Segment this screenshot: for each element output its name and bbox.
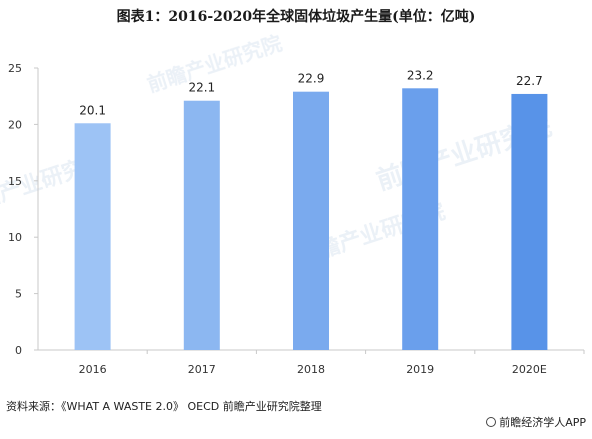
data-label: 22.7 bbox=[516, 74, 543, 88]
app-credit: 前瞻经济学人APP bbox=[486, 414, 586, 430]
source-note: 资料来源：《WHAT A WASTE 2.0》 OECD 前瞻产业研究院整理 bbox=[6, 400, 322, 413]
data-label: 23.2 bbox=[407, 68, 434, 82]
app-credit-label: 前瞻经济学人APP bbox=[499, 416, 586, 429]
bar-2018 bbox=[293, 91, 329, 351]
y-tick-label: 10 bbox=[8, 231, 22, 244]
y-tick-label: 0 bbox=[15, 344, 22, 357]
axes-layer: 0 5 10 15 20 25 bbox=[8, 62, 585, 357]
y-tick-label: 5 bbox=[15, 288, 22, 301]
x-tick-label: 2018 bbox=[297, 363, 325, 376]
data-label: 22.1 bbox=[188, 81, 215, 95]
labels-layer: 2016 20.1 2017 22.1 2018 22.9 2019 23.2 2020E 22.… bbox=[79, 68, 547, 376]
brand-logo-icon bbox=[486, 417, 497, 427]
x-tick-label: 2020E bbox=[512, 363, 547, 376]
bar-2019 bbox=[402, 88, 439, 350]
y-tick-label: 25 bbox=[8, 62, 22, 75]
bar-2017 bbox=[183, 100, 220, 350]
bar-2016 bbox=[74, 123, 111, 350]
x-tick-label: 2019 bbox=[406, 363, 434, 376]
bars-layer bbox=[74, 88, 548, 351]
bar-2020E bbox=[511, 93, 548, 350]
y-tick-label: 15 bbox=[8, 175, 22, 188]
y-tick-label: 20 bbox=[8, 118, 22, 131]
x-tick-label: 2017 bbox=[188, 363, 216, 376]
data-label: 22.9 bbox=[298, 72, 325, 86]
data-label: 20.1 bbox=[79, 103, 106, 117]
chart-title: 图表1：2016-2020年全球固体垃圾产生量(单位：亿吨) bbox=[116, 9, 476, 25]
x-tick-label: 2016 bbox=[79, 363, 107, 376]
